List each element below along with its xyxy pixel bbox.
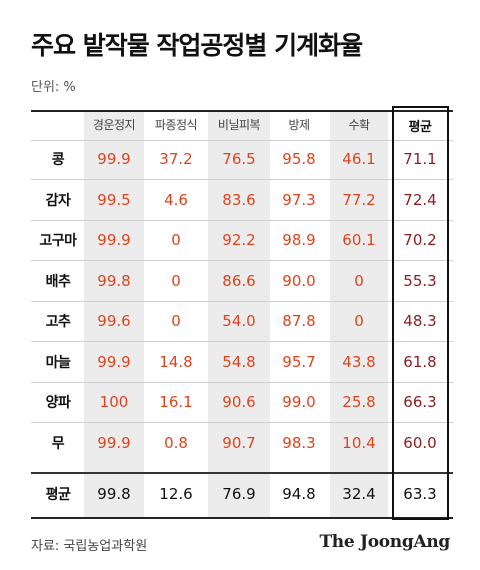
row-label: 고구마 xyxy=(39,233,77,249)
header-divider xyxy=(31,140,453,141)
table-cell: 66.3 xyxy=(403,393,437,411)
table-cell: 0 xyxy=(354,312,364,330)
table-cell: 46.1 xyxy=(342,150,376,168)
table-cell: 99.5 xyxy=(97,190,131,209)
table-cell: 83.6 xyxy=(222,190,256,209)
table-cell: 0 xyxy=(171,312,181,330)
table-cell: 99.9 xyxy=(97,352,131,371)
table-cell: 95.8 xyxy=(282,150,316,168)
column-header: 비닐피복 xyxy=(217,118,261,132)
source-note: 자료: 국립농업과학원 xyxy=(31,539,148,554)
total-cell: 63.3 xyxy=(403,485,437,503)
brand-logo: The JoongAng xyxy=(319,532,450,552)
table-cell: 90.7 xyxy=(222,433,256,452)
row-divider xyxy=(31,341,453,343)
column-header: 방제 xyxy=(288,118,310,132)
table-cell: 76.5 xyxy=(222,150,256,168)
row-divider xyxy=(31,422,453,424)
table-cell: 4.6 xyxy=(164,190,188,209)
table-cell: 100 xyxy=(99,393,129,411)
table-cell: 99.9 xyxy=(97,231,131,249)
table-cell: 98.3 xyxy=(282,433,316,452)
total-cell: 76.9 xyxy=(222,485,256,503)
row-label: 양파 xyxy=(45,395,71,411)
column-header: 평균 xyxy=(408,120,432,135)
column-header: 수확 xyxy=(348,118,370,132)
table-cell: 10.4 xyxy=(342,433,376,452)
table-cell: 92.2 xyxy=(222,231,256,249)
row-label: 마늘 xyxy=(45,354,71,371)
total-cell: 32.4 xyxy=(342,485,376,503)
table-bottom-rule xyxy=(31,517,453,519)
row-divider xyxy=(31,381,453,383)
table-top-rule xyxy=(31,110,453,112)
row-divider xyxy=(31,300,453,302)
total-cell: 12.6 xyxy=(159,485,193,503)
table-cell: 98.9 xyxy=(282,231,316,249)
table-cell: 55.3 xyxy=(403,271,437,290)
table-cell: 37.2 xyxy=(159,150,193,168)
table-cell: 0 xyxy=(171,271,181,290)
row-label: 감자 xyxy=(45,192,71,209)
table-cell: 71.1 xyxy=(403,150,437,168)
chart-title: 주요 밭작물 작업공정별 기계화율 xyxy=(31,31,363,60)
total-cell: 94.8 xyxy=(282,485,316,503)
unit-label: 단위: % xyxy=(31,80,76,95)
table-cell: 60.0 xyxy=(403,433,437,452)
table-cell: 60.1 xyxy=(342,231,376,249)
table-cell: 99.9 xyxy=(97,150,131,168)
row-divider xyxy=(31,179,453,181)
table-cell: 54.8 xyxy=(222,352,256,371)
table-cell: 61.8 xyxy=(403,352,437,371)
row-divider xyxy=(31,260,453,262)
table-cell: 16.1 xyxy=(159,393,193,411)
table-cell: 90.6 xyxy=(222,393,256,411)
total-cell: 99.8 xyxy=(97,485,131,503)
table-cell: 43.8 xyxy=(342,352,376,371)
column-header: 파종정식 xyxy=(154,118,198,132)
table-cell: 54.0 xyxy=(222,312,256,330)
total-row-label: 평균 xyxy=(45,487,71,503)
average-column-box xyxy=(392,106,449,520)
table-cell: 87.8 xyxy=(282,312,316,330)
table-cell: 99.6 xyxy=(97,312,131,330)
table-cell: 77.2 xyxy=(342,190,376,209)
table-cell: 99.9 xyxy=(97,433,131,452)
row-label: 콩 xyxy=(51,152,65,168)
table-cell: 0 xyxy=(354,271,364,290)
row-label: 고추 xyxy=(45,314,71,330)
table-cell: 97.3 xyxy=(282,190,316,209)
table-cell: 86.6 xyxy=(222,271,256,290)
table-cell: 72.4 xyxy=(403,190,437,209)
row-divider xyxy=(31,219,453,221)
row-label: 배추 xyxy=(45,273,71,290)
table-cell: 25.8 xyxy=(342,393,376,411)
row-label: 무 xyxy=(51,435,65,452)
table-cell: 0.8 xyxy=(164,433,188,452)
table-cell: 99.8 xyxy=(97,271,131,290)
table-cell: 14.8 xyxy=(159,352,193,371)
table-cell: 95.7 xyxy=(282,352,316,371)
column-header: 경운정지 xyxy=(92,118,136,132)
table-cell: 90.0 xyxy=(282,271,316,290)
table-cell: 48.3 xyxy=(403,312,437,330)
table-cell: 0 xyxy=(171,231,181,249)
table-cell: 70.2 xyxy=(403,231,437,249)
table-cell: 99.0 xyxy=(282,393,316,411)
average-separator-rule xyxy=(31,472,453,474)
